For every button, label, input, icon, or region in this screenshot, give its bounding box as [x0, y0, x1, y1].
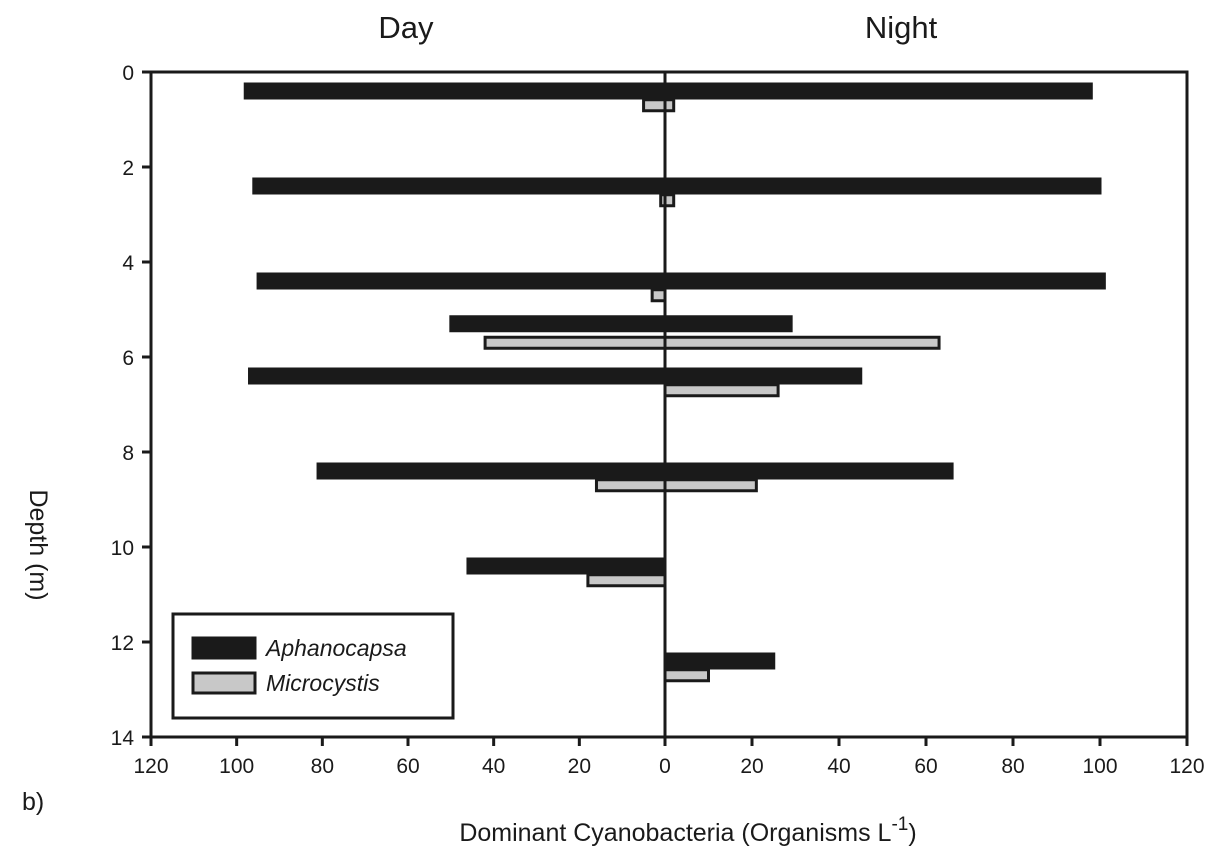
x-tick-label-night-80: 80	[1001, 755, 1024, 778]
bar-microcystis-day-2	[650, 288, 667, 303]
bars-group	[243, 82, 1106, 683]
bar-microcystis-night-4	[663, 383, 780, 398]
y-tick-label-4: 4	[122, 252, 134, 275]
y-ticks-group: 0 2 4 6 8 10 12 14	[111, 62, 151, 750]
y-axis-label: Depth (m)	[24, 489, 52, 600]
night-title: Night	[865, 10, 938, 45]
bar-aphanocapsa-day-4	[248, 367, 667, 385]
plot-area	[149, 70, 1189, 739]
legend: Aphanocapsa Microcystis	[171, 612, 455, 720]
bar-aphanocapsa-day-2	[256, 272, 667, 290]
x-tick-label-day-60: 60	[396, 755, 419, 778]
bar-aphanocapsa-day-3	[449, 315, 667, 333]
bar-microcystis-day-0	[642, 98, 667, 113]
bar-aphanocapsa-night-5	[663, 462, 954, 480]
y-tick-label-2: 2	[122, 157, 134, 180]
bar-microcystis-day-6	[586, 573, 667, 588]
legend-label-microcystis: Microcystis	[266, 670, 380, 696]
x-tick-label-night-60: 60	[914, 755, 937, 778]
y-tick-label-10: 10	[111, 537, 134, 560]
bar-aphanocapsa-night-2	[663, 272, 1106, 290]
day-title: Day	[378, 10, 434, 45]
bar-aphanocapsa-day-0	[243, 82, 667, 100]
bar-microcystis-night-3	[663, 335, 941, 350]
bar-aphanocapsa-day-6	[466, 557, 667, 575]
x-tick-label-day-120: 120	[133, 755, 168, 778]
x-axis-label: Dominant Cyanobacteria (Organisms L-1)	[459, 814, 916, 847]
y-tick-label-6: 6	[122, 347, 134, 370]
y-tick-label-0: 0	[122, 62, 134, 85]
x-tick-label-day-80: 80	[311, 755, 334, 778]
bar-aphanocapsa-night-1	[663, 177, 1102, 195]
x-ticks-group: 120 100 80 60 40 20 0 20 40 60 80 100 120	[133, 737, 1205, 778]
bar-microcystis-day-3	[483, 335, 667, 350]
x-axis-label-suffix: )	[908, 819, 916, 847]
x-axis-label-superscript: -1	[891, 814, 908, 835]
y-tick-label-14: 14	[111, 727, 135, 750]
bar-aphanocapsa-night-7	[663, 652, 776, 670]
x-tick-label-night-120: 120	[1169, 755, 1204, 778]
bar-microcystis-night-7	[663, 668, 710, 683]
x-tick-label-day-100: 100	[219, 755, 254, 778]
panel-label: b)	[22, 788, 44, 816]
legend-swatch-microcystis	[191, 671, 257, 695]
bar-aphanocapsa-night-0	[663, 82, 1093, 100]
legend-box	[171, 612, 455, 720]
y-tick-label-8: 8	[122, 442, 134, 465]
legend-label-aphanocapsa: Aphanocapsa	[264, 635, 407, 661]
bar-aphanocapsa-night-4	[663, 367, 863, 385]
y-tick-label-12: 12	[111, 632, 134, 655]
x-tick-label-day-20: 20	[568, 755, 591, 778]
bar-aphanocapsa-day-5	[316, 462, 667, 480]
bar-microcystis-day-5	[594, 478, 667, 493]
bar-microcystis-night-5	[663, 478, 758, 493]
bar-aphanocapsa-day-1	[252, 177, 667, 195]
x-tick-label-night-40: 40	[827, 755, 850, 778]
legend-swatch-aphanocapsa	[191, 636, 257, 660]
x-tick-label-day-40: 40	[482, 755, 505, 778]
x-tick-label-day-0: 0	[659, 755, 671, 778]
bar-aphanocapsa-night-3	[663, 315, 793, 333]
x-tick-label-night-100: 100	[1082, 755, 1117, 778]
x-axis-label-main: Dominant Cyanobacteria (Organisms L	[459, 819, 891, 847]
x-tick-label-night-20: 20	[740, 755, 763, 778]
